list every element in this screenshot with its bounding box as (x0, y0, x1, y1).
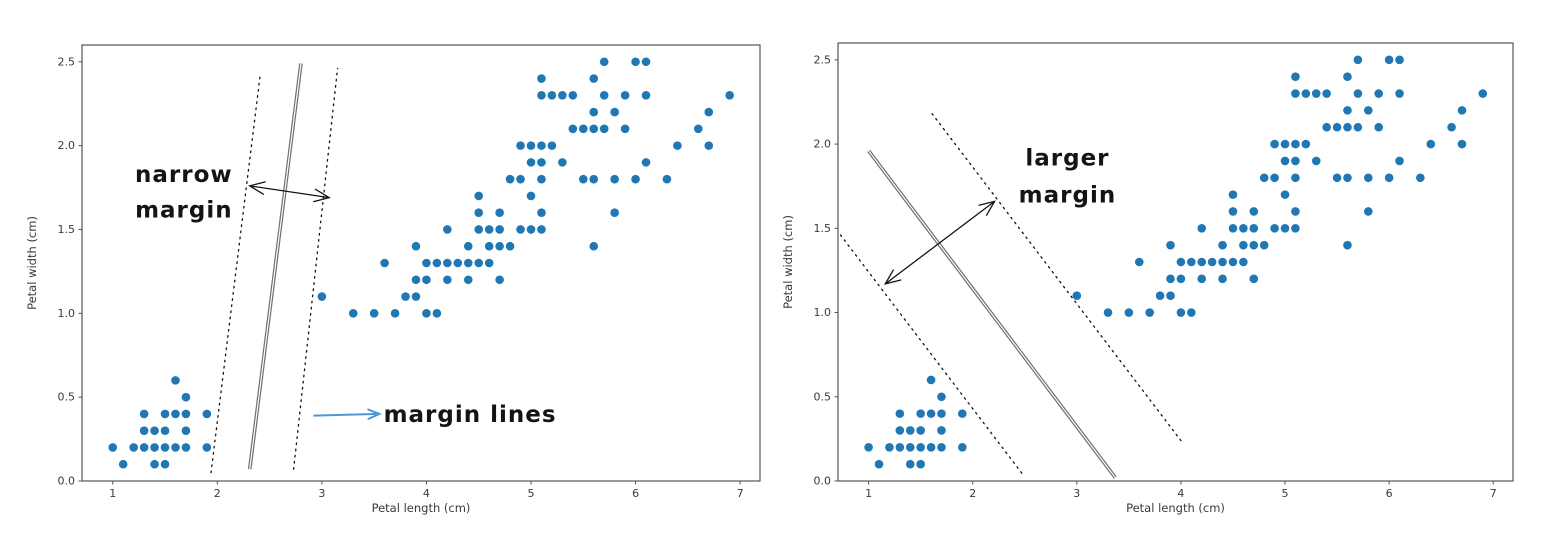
x-tick-label: 4 (1177, 487, 1184, 500)
x-tick-label: 7 (1490, 487, 1497, 500)
margin-lines-label-arrow (313, 412, 380, 417)
y-tick-label: 1.5 (58, 223, 76, 236)
larger-margin-chart-svg: 1 2 3 4 5 6 7 0.0 0.5 1.0 1.5 2.0 2.5 Petal length (c… (781, 42, 1514, 515)
narrow-margin-chart: 1 2 3 4 5 6 7 0.0 0.5 1.0 1.5 2.0 2.5 Petal length (c… (25, 44, 761, 515)
x-tick-label: 3 (318, 487, 325, 500)
y-tick-label: 2.5 (58, 55, 76, 68)
larger-margin-chart: 1 2 3 4 5 6 7 0.0 0.5 1.0 1.5 2.0 2.5 Petal length (c… (770, 0, 1560, 539)
margin-line (931, 113, 1182, 442)
y-tick-label: 2.0 (58, 139, 76, 152)
x-tick-label: 2 (214, 487, 221, 500)
y-axis: 0.0 0.5 1.0 1.5 2.0 2.5 (814, 53, 838, 488)
narrow-margin-label: margin (135, 197, 233, 223)
y-tick-label: 2.5 (814, 53, 832, 66)
y-tick-label: 1.0 (814, 306, 832, 319)
x-tick-label: 5 (528, 487, 535, 500)
x-tick-label: 4 (423, 487, 430, 500)
y-tick-label: 1.0 (58, 307, 76, 320)
margin-lines-label: margin lines (384, 402, 557, 428)
x-tick-label: 3 (1073, 487, 1080, 500)
narrow-margin-label: narrow (135, 162, 233, 188)
margin-line (292, 67, 339, 470)
x-tick-label: 5 (1282, 487, 1289, 500)
x-axis-label: Petal length (cm) (1126, 501, 1225, 515)
y-tick-label: 0.5 (58, 391, 76, 404)
x-axis: 1 2 3 4 5 6 7 (109, 481, 744, 500)
x-tick-label: 1 (109, 487, 116, 500)
y-axis: 0.0 0.5 1.0 1.5 2.0 2.5 (58, 55, 82, 488)
decision-boundary-line (867, 149, 1117, 479)
x-tick-label: 2 (969, 487, 976, 500)
y-tick-label: 0.0 (58, 475, 76, 488)
scatter-points (864, 55, 1488, 469)
plot-frame (837, 42, 1514, 482)
larger-margin-label: larger (1025, 146, 1109, 172)
x-axis: 1 2 3 4 5 6 7 (865, 481, 1497, 500)
y-tick-label: 0.5 (814, 390, 832, 403)
decision-boundary-line (247, 63, 303, 470)
y-axis-label: Petal width (cm) (25, 216, 39, 310)
narrow-margin-chart-svg: 1 2 3 4 5 6 7 0.0 0.5 1.0 1.5 2.0 2.5 Petal length (c… (25, 44, 761, 515)
x-tick-label: 6 (632, 487, 639, 500)
scatter-points (108, 57, 734, 469)
margin-line (210, 74, 261, 474)
x-axis-label: Petal length (cm) (372, 501, 471, 515)
y-axis-label: Petal width (cm) (781, 215, 795, 309)
x-tick-label: 6 (1386, 487, 1393, 500)
y-tick-label: 1.5 (814, 222, 832, 235)
x-tick-label: 1 (865, 487, 872, 500)
margin-width-arrow (884, 200, 995, 285)
larger-margin-label: margin (1019, 183, 1117, 209)
y-tick-label: 0.0 (814, 475, 832, 488)
x-tick-label: 7 (737, 487, 744, 500)
margin-line (839, 234, 1024, 475)
plot-frame (81, 44, 761, 482)
margin-width-arrow (249, 185, 330, 199)
y-tick-label: 2.0 (814, 138, 832, 151)
